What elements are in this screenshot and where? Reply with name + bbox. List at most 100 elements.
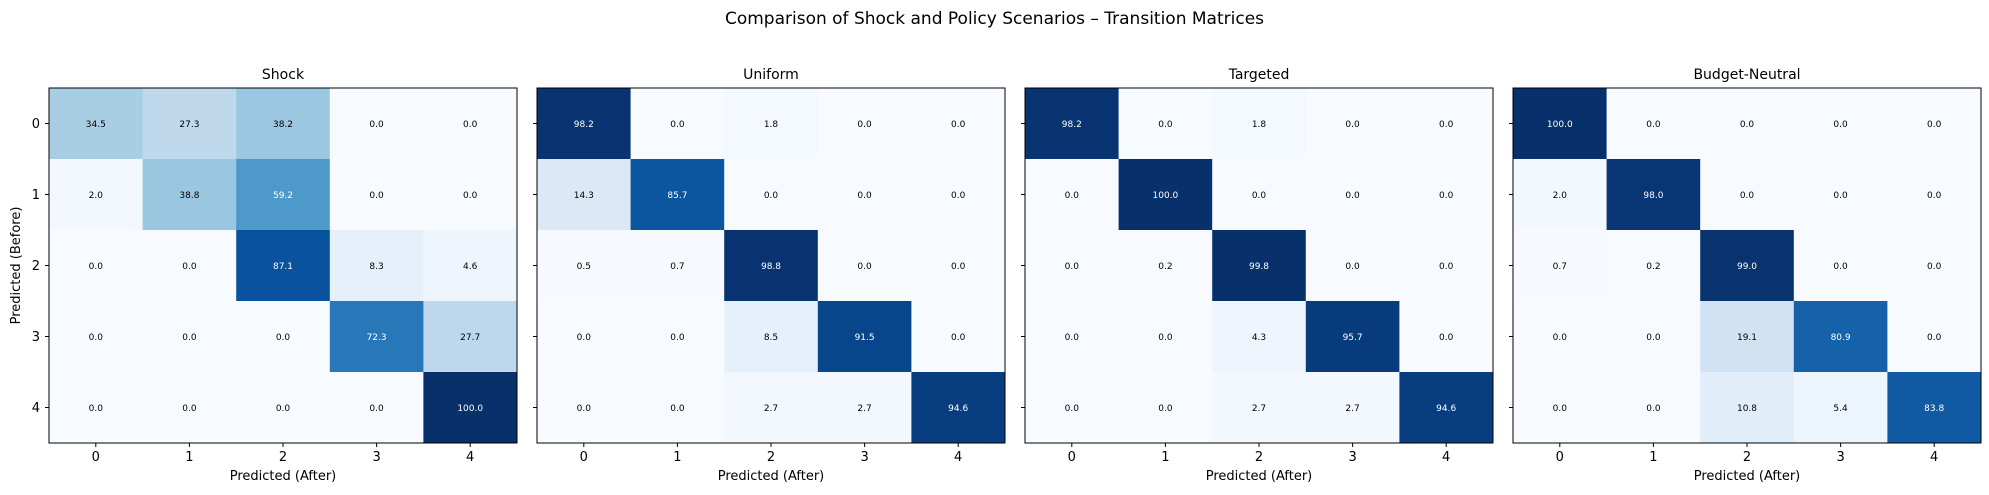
cell-value-label: 0.0 [1252,191,1267,201]
cell-value-label: 0.0 [1833,191,1848,201]
heatmap-cell [423,230,518,302]
heatmap-cell [817,372,912,444]
x-tick-label: 1 [1649,450,1657,465]
heatmap-cell [1118,88,1213,160]
cell-value-label: 0.0 [1065,262,1080,272]
heatmap-cell [1212,372,1307,444]
heatmap-cell [1700,88,1795,160]
cell-value-label: 0.2 [1646,262,1660,272]
cell-value-label: 0.0 [857,191,872,201]
heatmap-cell [236,230,331,302]
cell-value-label: 98.0 [1643,191,1663,201]
cell-value-label: 0.0 [1646,120,1661,130]
heatmap-cell [1118,301,1213,373]
heatmap-cell [1887,372,1982,444]
heatmap-cell [142,301,237,373]
cell-value-label: 0.0 [951,262,966,272]
panel-title: Targeted [1228,67,1290,83]
cell-value-label: 4.6 [463,262,478,272]
cell-value-label: 2.0 [89,191,104,201]
cell-value-label: 0.0 [463,191,478,201]
cell-value-label: 0.0 [182,404,197,414]
heatmap-cell [1212,230,1307,302]
cell-value-label: 0.0 [1740,191,1755,201]
cell-value-label: 2.7 [857,404,871,414]
heatmap-cell [49,301,144,373]
heatmap-cell [1887,301,1982,373]
cell-value-label: 83.8 [1924,404,1944,414]
x-tick-label: 3 [860,450,868,465]
heatmap-cell [537,301,632,373]
heatmap-cell [236,372,331,444]
x-tick-label: 0 [580,450,588,465]
cell-value-label: 38.2 [273,120,293,130]
x-tick-label: 2 [1743,450,1751,465]
heatmap-cell [1793,88,1888,160]
panel-title: Budget-Neutral [1693,67,1800,83]
cell-value-label: 0.0 [951,191,966,201]
x-tick-label: 1 [673,450,681,465]
heatmap-cell [1025,230,1120,302]
y-tick-label: 1 [32,188,40,203]
x-axis-label: Predicted (After) [1206,469,1313,484]
cell-value-label: 95.7 [1343,333,1363,343]
heatmap-cell [1887,230,1982,302]
heatmap-cell [423,88,518,160]
cell-value-label: 0.0 [1740,120,1755,130]
heatmap-cell [1513,159,1608,231]
x-tick-label: 1 [1161,450,1169,465]
cell-value-label: 27.7 [460,333,480,343]
heatmap-cell [1025,88,1120,160]
cell-value-label: 0.0 [1158,120,1173,130]
heatmap-cell [1212,301,1307,373]
cell-value-label: 2.7 [1252,404,1266,414]
heatmap-panel: 98.2 0.0 1.8 0.0 0.00.0 100.0 0.0 0.0 0.00.0 0.2 9… [1021,67,1494,484]
cell-value-label: 0.0 [764,191,779,201]
cell-value-label: 0.0 [1646,404,1661,414]
heatmap-panel: 98.2 0.0 1.8 0.0 0.0 14.3 85.7 0.0 0.0 0.0 0.5 0.7 9… [533,67,1006,484]
heatmap-cell [1513,372,1608,444]
heatmap-cell [1606,159,1701,231]
cell-value-label: 0.0 [577,404,592,414]
y-axis-label: Predicted (Before) [9,207,24,325]
heatmap-cell [1399,372,1494,444]
heatmap-cell [142,230,237,302]
cell-value-label: 100.0 [1547,120,1573,130]
y-tick-label: 2 [32,259,40,274]
x-tick-label: 2 [767,450,775,465]
cell-value-label: 0.0 [1553,404,1568,414]
cell-value-label: 1.8 [1252,120,1267,130]
heatmap-cell [537,159,632,231]
heatmap-cell [1025,159,1120,231]
heatmap-cell [49,159,144,231]
cell-value-label: 5.4 [1833,404,1848,414]
cell-value-label: 0.0 [1927,120,1942,130]
cell-value-label: 0.0 [182,333,197,343]
cell-value-label: 0.0 [1833,120,1848,130]
cell-value-label: 0.0 [577,333,592,343]
heatmap-cell [329,88,424,160]
x-tick-label: 1 [185,450,193,465]
heatmap-cell [1118,159,1213,231]
heatmap-cell [1025,372,1120,444]
x-tick-label: 4 [1442,450,1450,465]
heatmap-cell [1887,159,1982,231]
heatmap-cell [1212,88,1307,160]
cell-value-label: 0.0 [1833,262,1848,272]
x-axis-label: Predicted (After) [718,469,825,484]
x-axis-label: Predicted (After) [1694,469,1801,484]
heatmap-cell [817,230,912,302]
y-tick-label: 0 [32,117,40,132]
heatmap-cell [537,372,632,444]
cell-value-label: 8.5 [764,333,778,343]
cell-value-label: 0.0 [1345,262,1360,272]
panel-title: Shock [262,67,305,83]
cell-value-label: 34.5 [86,120,106,130]
cell-value-label: 94.6 [1436,404,1456,414]
heatmap-cell [1399,301,1494,373]
cell-value-label: 0.0 [1158,333,1173,343]
x-tick-label: 3 [1836,450,1844,465]
heatmap-cell [1606,301,1701,373]
heatmap-cell [329,230,424,302]
